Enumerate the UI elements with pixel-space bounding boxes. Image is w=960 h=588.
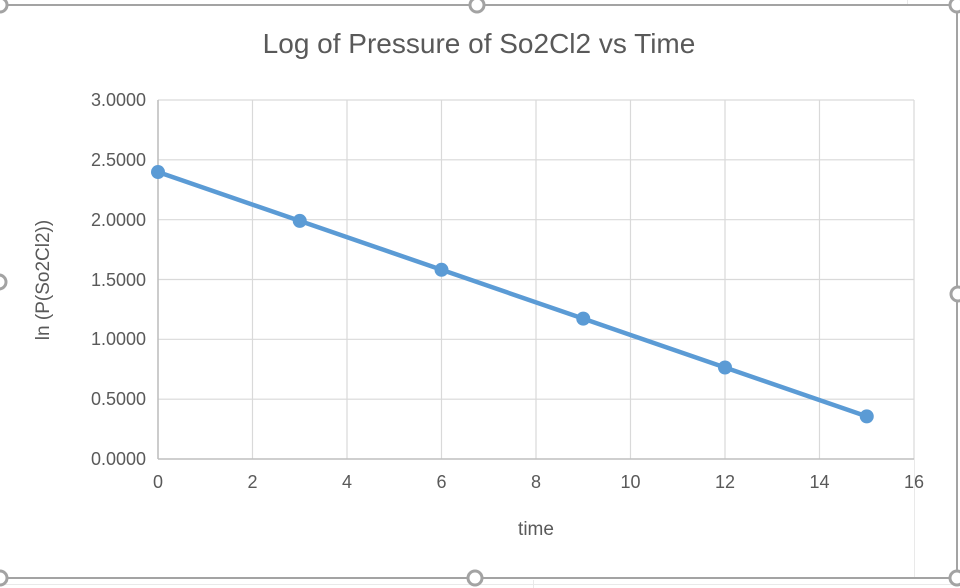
x-axis-title[interactable]: time [518,519,554,540]
data-point[interactable] [292,213,307,228]
data-point[interactable] [434,262,449,277]
cell-gridline [907,0,908,4]
data-point[interactable] [576,311,591,326]
chart-title[interactable]: Log of Pressure of So2Cl2 vs Time [262,28,696,59]
data-point[interactable] [859,409,874,424]
selection-handle-top-center[interactable] [468,0,486,14]
cell-gridline [914,459,915,577]
selection-handle-bottom-left[interactable] [0,569,9,587]
data-series-line[interactable] [155,169,869,419]
selection-handle-top-right[interactable] [948,0,960,14]
selection-handle-top-left[interactable] [0,0,9,14]
selection-handle-bottom-center[interactable] [466,569,484,587]
y-axis-title[interactable]: ln (P(So2Cl2)) [33,219,54,341]
selection-handle-middle-right[interactable] [949,285,960,303]
cell-gridline [533,580,534,588]
selection-handle-bottom-right[interactable] [948,569,960,587]
selection-handle-middle-left[interactable] [0,273,8,291]
data-point[interactable] [718,360,732,375]
data-point[interactable] [151,165,165,180]
